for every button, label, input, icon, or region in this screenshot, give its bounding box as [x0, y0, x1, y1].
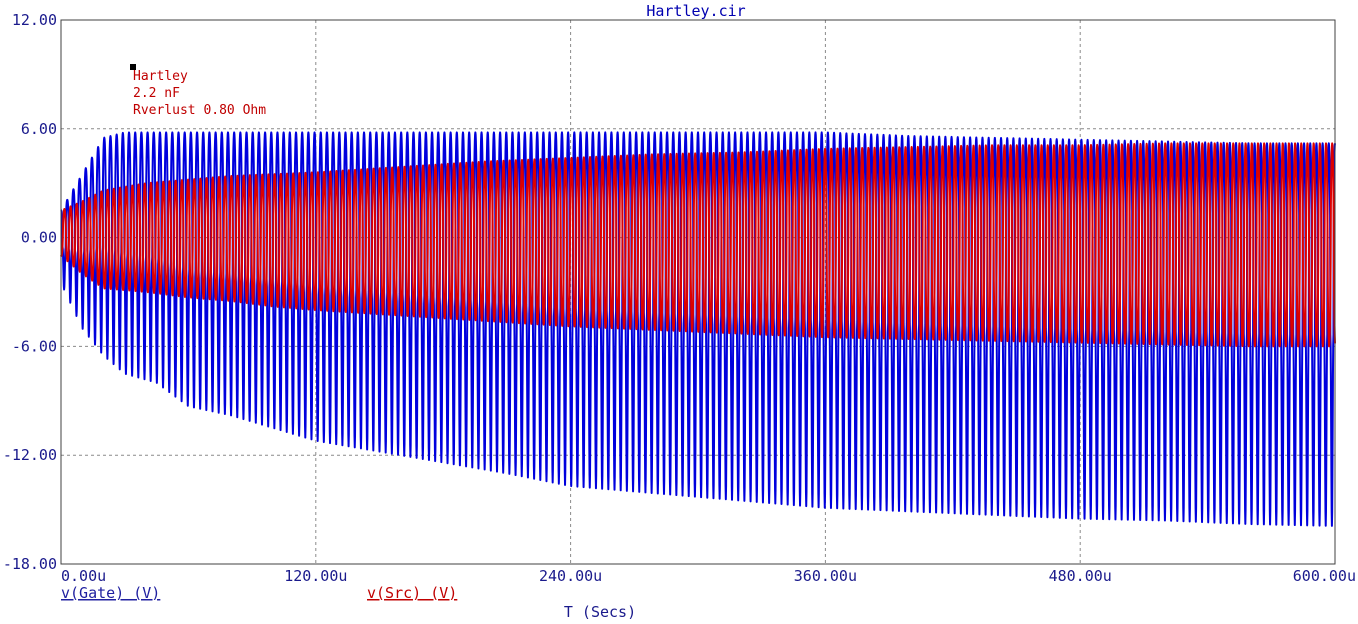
series-src-line — [60, 142, 1336, 348]
x-tick-label: 480.00u — [1049, 567, 1112, 585]
y-tick-label: 6.00 — [21, 120, 57, 138]
y-tick-label: -6.00 — [12, 337, 57, 355]
annotation-box: Hartley 2.2 nF Rverlust 0.80 Ohm — [130, 64, 266, 118]
y-tick-label: 12.00 — [12, 11, 57, 29]
series-layer — [60, 131, 1336, 527]
legend-gate: v(Gate) (V) — [61, 584, 160, 602]
annotation-line-1: Hartley — [133, 69, 188, 84]
chart-title: Hartley.cir — [646, 2, 745, 20]
y-tick-label: -12.00 — [3, 446, 57, 464]
x-tick-labels: 0.00u 120.00u 240.00u 360.00u 480.00u 600.00u — [61, 567, 1356, 585]
y-tick-labels: 12.00 6.00 0.00 -6.00 -12.00 -18.00 — [3, 11, 57, 573]
annotation-line-2: 2.2 nF — [133, 86, 180, 101]
y-tick-label: -18.00 — [3, 555, 57, 573]
x-tick-label: 0.00u — [61, 567, 106, 585]
x-tick-label: 240.00u — [539, 567, 602, 585]
x-tick-label: 600.00u — [1293, 567, 1356, 585]
x-tick-label: 360.00u — [794, 567, 857, 585]
annotation-marker — [130, 64, 136, 70]
x-axis-label: T (Secs) — [564, 603, 636, 621]
plot-frame — [60, 19, 1336, 565]
legend-src: v(Src) (V) — [367, 584, 457, 602]
series-gate-line — [60, 131, 1336, 527]
x-tick-label: 120.00u — [284, 567, 347, 585]
y-tick-label: 0.00 — [21, 229, 57, 247]
annotation-line-3: Rverlust 0.80 Ohm — [133, 103, 266, 118]
